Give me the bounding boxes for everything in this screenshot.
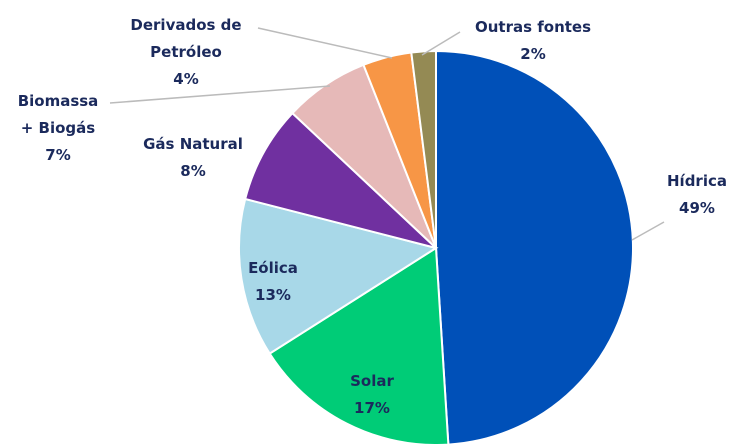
slice-label: Derivados de Petróleo 4%: [125, 12, 247, 93]
category-label: Hídrica: [667, 172, 727, 190]
leader-line: [257, 27, 393, 59]
value-label: 8%: [180, 162, 206, 180]
category-label: Outras fontes: [474, 18, 592, 36]
category-label: Biomassa + Biogás: [17, 92, 99, 137]
value-label: 49%: [679, 199, 715, 217]
value-label: 2%: [520, 45, 546, 63]
leader-line: [421, 31, 461, 56]
leader-line: [631, 221, 665, 241]
category-label: Solar: [350, 372, 394, 390]
category-label: Gás Natural: [143, 135, 243, 153]
slice-label: Solar 17%: [327, 368, 417, 422]
pie-slice: [268, 246, 450, 444]
category-label: Derivados de Petróleo: [130, 16, 242, 61]
slice-label: Hídrica 49%: [652, 168, 735, 222]
pie-slice: [243, 111, 437, 249]
leader-line: [109, 85, 331, 104]
slice-label: Biomassa + Biogás 7%: [15, 88, 101, 169]
slice-label: Eólica 13%: [228, 255, 318, 309]
value-label: 7%: [45, 146, 71, 164]
pie-slice: [435, 49, 634, 444]
slice-label: Outras fontes 2%: [468, 14, 598, 68]
value-label: 13%: [255, 286, 291, 304]
slice-label: Gás Natural 8%: [133, 131, 253, 185]
pie-slice: [410, 49, 437, 249]
value-label: 17%: [354, 399, 390, 417]
category-label: Eólica: [248, 259, 298, 277]
value-label: 4%: [173, 70, 199, 88]
pie-slice: [238, 197, 439, 355]
